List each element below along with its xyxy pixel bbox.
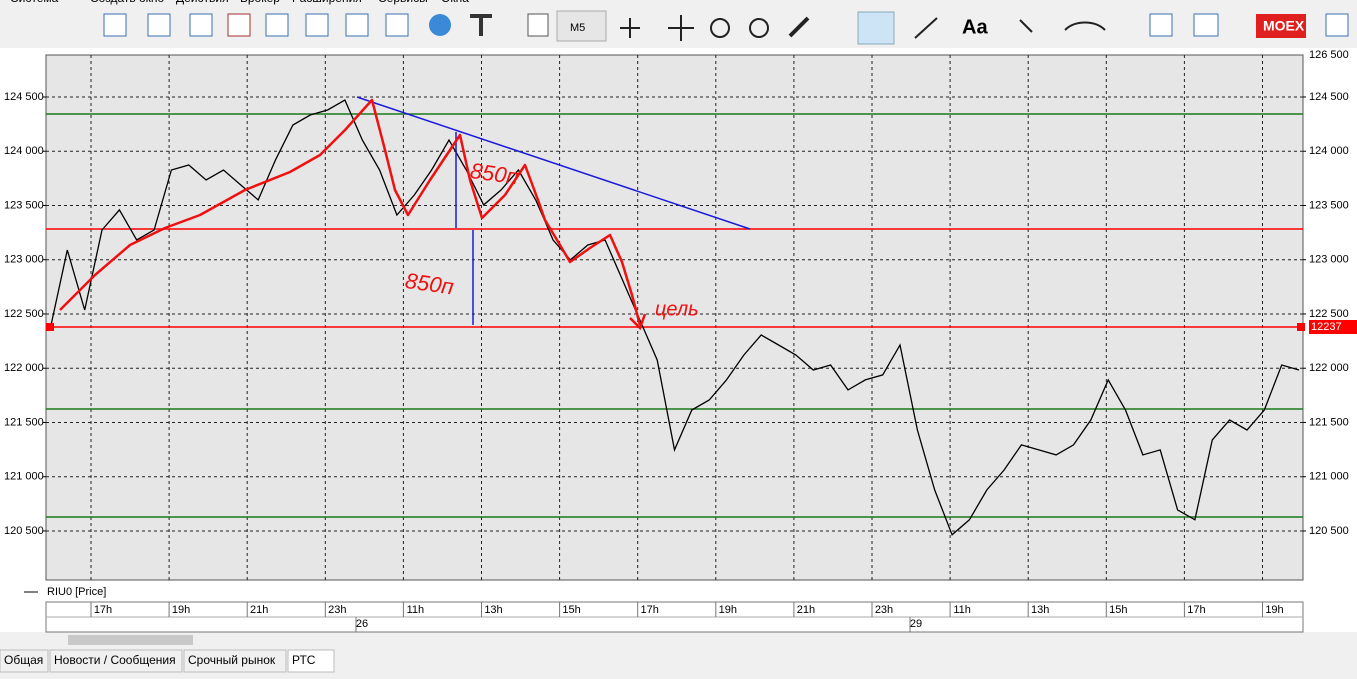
menu-item[interactable]: Создать окно xyxy=(90,0,164,5)
price-line xyxy=(49,99,1300,536)
tab[interactable] xyxy=(0,649,49,673)
y-tick-label: 120 500 xyxy=(4,525,44,537)
icon-zoom-in[interactable] xyxy=(710,18,730,38)
tab[interactable] xyxy=(287,649,335,673)
x-tick-label: 19h xyxy=(719,604,737,616)
scrollbar[interactable] xyxy=(46,634,1303,646)
icon-search[interactable] xyxy=(305,13,329,37)
icon-text[interactable] xyxy=(470,14,492,36)
scrollbar-thumb[interactable] xyxy=(68,635,193,645)
y-tick-label: 123 500 xyxy=(4,199,44,211)
icon-misc[interactable] xyxy=(1019,19,1106,33)
x-tick-label: 15h xyxy=(562,604,580,616)
moex-label[interactable]: MOEX xyxy=(1263,18,1305,34)
moex-button[interactable] xyxy=(1256,14,1306,38)
y-tick-label-right: 121 000 xyxy=(1309,471,1349,483)
icon-ruler[interactable] xyxy=(788,16,810,38)
icon-table[interactable] xyxy=(189,13,213,37)
date-label: 26 xyxy=(356,618,368,630)
x-tick-label: 19h xyxy=(172,604,190,616)
x-tick-label: 11h xyxy=(953,604,971,616)
y-tick-label: 121 500 xyxy=(4,416,44,428)
icon-indicator[interactable] xyxy=(527,13,549,37)
timeframe[interactable]: M5 xyxy=(570,22,585,34)
tab[interactable] xyxy=(49,649,183,673)
toolbar xyxy=(0,0,1357,48)
y-tick-label: 124 000 xyxy=(4,145,44,157)
y-tick-label-right: 122 000 xyxy=(1309,362,1349,374)
icon-delete[interactable] xyxy=(345,13,369,37)
x-tick-label: 19h xyxy=(1265,604,1283,616)
timeframe-box[interactable] xyxy=(556,10,607,42)
font-button[interactable]: Aa xyxy=(962,16,988,38)
price-marker xyxy=(1297,322,1305,331)
menu-item[interactable]: Действия xyxy=(176,0,229,5)
icon-new-window[interactable] xyxy=(103,13,127,37)
icon-layout[interactable] xyxy=(1149,13,1173,37)
price-marker xyxy=(46,322,54,331)
menu-item[interactable]: Брокер xyxy=(240,0,280,5)
icon-move[interactable] xyxy=(668,15,694,41)
icon-calc[interactable] xyxy=(1193,13,1219,37)
icon-info[interactable] xyxy=(429,14,451,36)
tab-label[interactable]: Общая xyxy=(4,653,43,667)
x-tick-label: 23h xyxy=(328,604,346,616)
y-tick-label-right: 126 500 xyxy=(1309,49,1349,61)
icon-chart[interactable] xyxy=(147,13,171,37)
menu-item[interactable]: Сервисы xyxy=(378,0,428,5)
x-tick-label: 13h xyxy=(1031,604,1049,616)
price-tag: 12237 xyxy=(1311,321,1342,333)
x-tick-label: 11h xyxy=(407,604,425,616)
y-tick-label: 122 000 xyxy=(4,362,44,374)
menu-item[interactable]: Окна xyxy=(441,0,469,5)
icon-hand-active[interactable] xyxy=(857,11,895,45)
y-tick-label-right: 123 000 xyxy=(1309,254,1349,266)
price-tag-bg xyxy=(1309,319,1357,334)
x-tick-label: 21h xyxy=(797,604,815,616)
y-tick-label: 121 000 xyxy=(4,471,44,483)
annotation: цель xyxy=(655,298,699,320)
x-tick-label: 23h xyxy=(875,604,893,616)
icon-zoom-out[interactable] xyxy=(749,18,769,38)
toolbar-icons xyxy=(103,10,1349,45)
menu-item[interactable]: Система xyxy=(10,0,59,5)
plot-area xyxy=(45,54,1304,581)
tab-label[interactable]: Новости / Сообщения xyxy=(54,653,176,667)
x-tick-label: 15h xyxy=(1109,604,1127,616)
y-tick-label: 123 000 xyxy=(4,254,44,266)
trend-line xyxy=(356,96,751,230)
x-tick-label: 17h xyxy=(1187,604,1205,616)
y-tick-label: 122 500 xyxy=(4,308,44,320)
x-tick-label: 17h xyxy=(641,604,659,616)
icon-cross[interactable] xyxy=(620,18,640,38)
y-tick-label-right: 124 000 xyxy=(1309,145,1349,157)
y-tick-label-right: 120 500 xyxy=(1309,525,1349,537)
x-tick-label: 13h xyxy=(484,604,502,616)
y-tick-label: 124 500 xyxy=(4,91,44,103)
y-tick-label-right: 123 500 xyxy=(1309,199,1349,211)
y-tick-label-right: 121 500 xyxy=(1309,416,1349,428)
menu-item[interactable]: Расширения xyxy=(292,0,362,5)
x-tick-label: 17h xyxy=(94,604,112,616)
tab[interactable] xyxy=(183,649,287,673)
icon-copy[interactable] xyxy=(385,13,409,37)
arrow-head xyxy=(629,313,647,331)
tab-label[interactable]: РТС xyxy=(292,653,316,667)
icon-deals[interactable] xyxy=(265,13,289,37)
icon-line[interactable] xyxy=(914,17,938,39)
icon-orders[interactable] xyxy=(227,13,251,37)
y-tick-label-right: 122 500 xyxy=(1309,308,1349,320)
hand-path xyxy=(59,98,642,326)
legend-label: RIU0 [Price] xyxy=(47,586,106,598)
drawings xyxy=(59,96,751,331)
icon-portfolio[interactable] xyxy=(1325,13,1349,37)
x-tick-label: 21h xyxy=(250,604,268,616)
date-label: 29 xyxy=(910,618,922,630)
y-tick-label-right: 124 500 xyxy=(1309,91,1349,103)
tab-label[interactable]: Срочный рынок xyxy=(188,653,276,667)
